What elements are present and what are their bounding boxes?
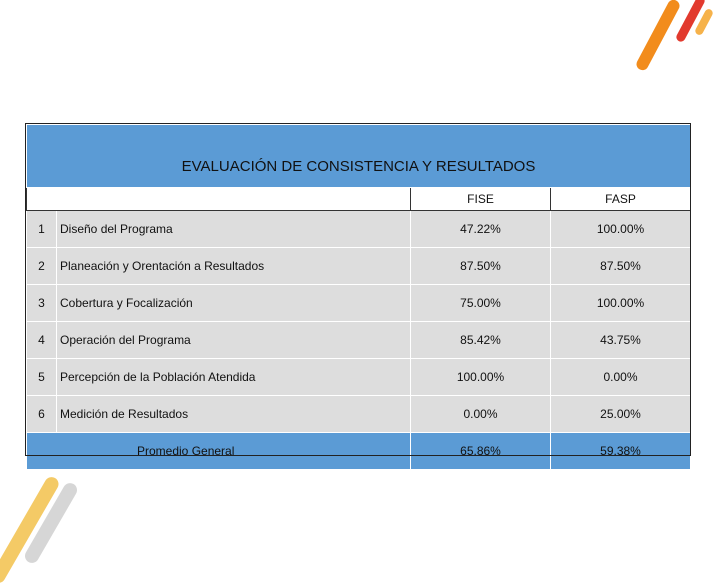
row-label: Percepción de la Población Atendida — [56, 358, 411, 396]
row-number: 1 — [26, 210, 57, 248]
row-label: Cobertura y Focalización — [56, 284, 411, 322]
column-header-fasp: FASP — [549, 187, 692, 211]
row-label: Operación del Programa — [56, 321, 411, 359]
footer-row: Promedio General 65.86% 59.38% — [26, 432, 692, 470]
row-label: Planeación y Orentación a Resultados — [56, 247, 411, 285]
row-fise: 85.42% — [410, 321, 551, 359]
row-fasp: 100.00% — [549, 284, 692, 322]
table-row: 5 Percepción de la Población Atendida 100.… — [26, 358, 692, 396]
row-fise: 100.00% — [410, 358, 551, 396]
row-fasp: 0.00% — [549, 358, 692, 396]
row-fasp: 100.00% — [549, 210, 692, 248]
row-number: 4 — [26, 321, 57, 359]
row-label: Diseño del Programa — [56, 210, 411, 248]
row-fise: 75.00% — [410, 284, 551, 322]
table-row: 3 Cobertura y Focalización 75.00% 100.00% — [26, 284, 692, 322]
row-number: 6 — [26, 395, 57, 433]
row-number: 3 — [26, 284, 57, 322]
footer-fasp: 59.38% — [549, 432, 692, 470]
row-number: 5 — [26, 358, 57, 396]
header-blank — [26, 187, 411, 211]
orange-stripe-decoration — [634, 0, 682, 73]
row-number: 2 — [26, 247, 57, 285]
table-row: 2 Planeación y Orentación a Resultados 87.… — [26, 247, 692, 285]
row-fise: 0.00% — [410, 395, 551, 433]
table-title: EVALUACIÓN DE CONSISTENCIA Y RESULTADOS — [25, 124, 692, 188]
row-fise: 47.22% — [410, 210, 551, 248]
column-header-fise: FISE — [410, 187, 551, 211]
row-fasp: 25.00% — [549, 395, 692, 433]
row-fasp: 87.50% — [549, 247, 692, 285]
row-fasp: 43.75% — [549, 321, 692, 359]
row-fise: 87.50% — [410, 247, 551, 285]
header-row: FISE FASP — [26, 187, 692, 211]
table-row: 6 Medición de Resultados 0.00% 25.00% — [26, 395, 692, 433]
table-row: 4 Operación del Programa 85.42% 43.75% — [26, 321, 692, 359]
evaluation-table: EVALUACIÓN DE CONSISTENCIA Y RESULTADOS … — [25, 124, 692, 470]
footer-label: Promedio General — [26, 432, 411, 470]
footer-fise: 65.86% — [410, 432, 551, 470]
table-row: 1 Diseño del Programa 47.22% 100.00% — [26, 210, 692, 248]
row-label: Medición de Resultados — [56, 395, 411, 433]
